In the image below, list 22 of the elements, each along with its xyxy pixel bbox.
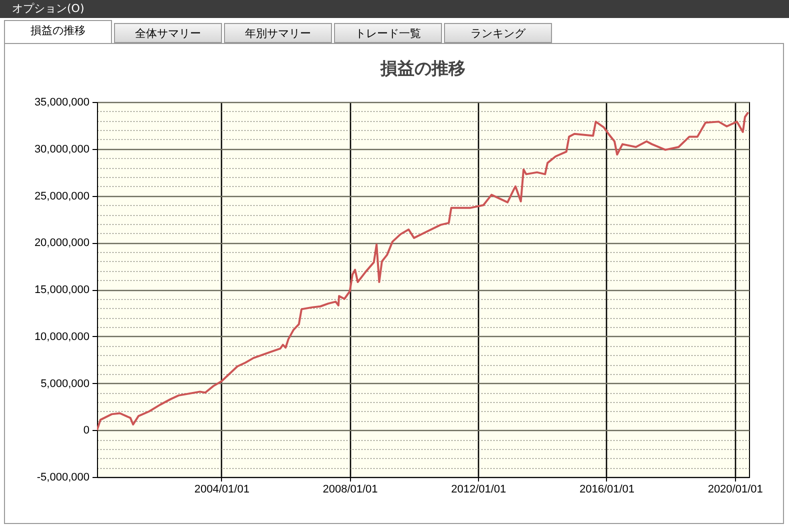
x-tick-label: 2012/01/01 <box>451 484 506 496</box>
y-tick-label: -5,000,000 <box>36 472 90 484</box>
y-tick-label: 35,000,000 <box>34 96 90 108</box>
y-tick-label: 10,000,000 <box>34 330 90 343</box>
x-tick-label: 2020/01/01 <box>708 484 763 496</box>
x-tick-label: 2016/01/01 <box>579 484 635 496</box>
text: 損益の推移 <box>4 20 112 44</box>
text: 年別サマリー <box>224 23 332 43</box>
line-series <box>97 111 749 432</box>
x-tick-label: 2004/01/01 <box>194 484 250 496</box>
chart-title: 損益の推移 <box>380 59 466 79</box>
x-tick-label: 2008/01/01 <box>322 484 378 496</box>
y-tick-label: 25,000,000 <box>34 190 90 202</box>
y-tick-label: 0 <box>83 424 90 437</box>
text: オプション(O) <box>12 2 84 15</box>
y-tick-label: 30,000,000 <box>34 143 90 156</box>
y-tick-label: 5,000,000 <box>40 378 90 390</box>
text: 全体サマリー <box>114 23 222 43</box>
text: ランキング <box>444 23 552 43</box>
text: トレード一覧 <box>334 23 442 43</box>
y-tick-label: 20,000,000 <box>34 237 90 250</box>
y-tick-label: 15,000,000 <box>34 284 90 296</box>
